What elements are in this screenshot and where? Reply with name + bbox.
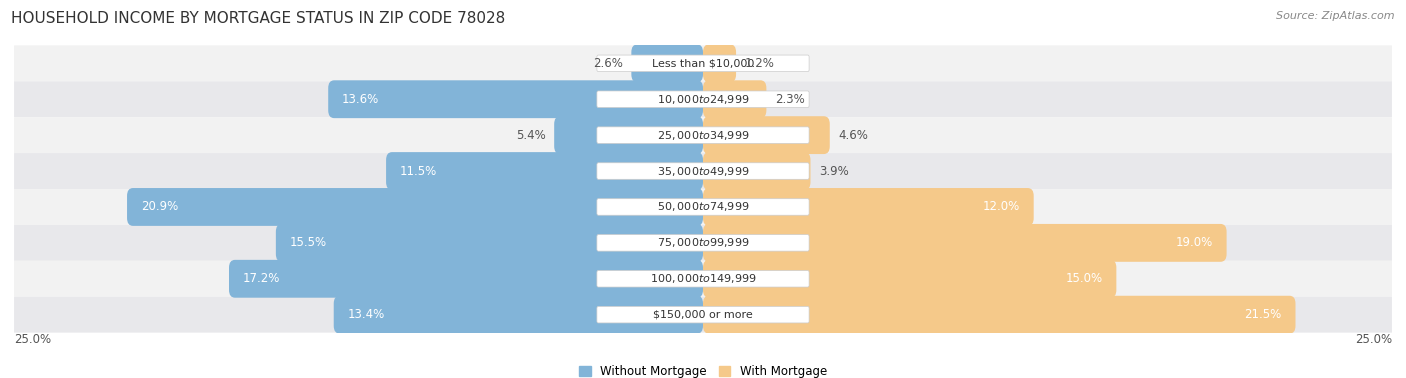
- FancyBboxPatch shape: [703, 152, 810, 190]
- FancyBboxPatch shape: [14, 261, 1392, 297]
- FancyBboxPatch shape: [14, 153, 1392, 189]
- FancyBboxPatch shape: [598, 271, 808, 287]
- FancyBboxPatch shape: [276, 224, 703, 262]
- FancyBboxPatch shape: [598, 235, 808, 251]
- FancyBboxPatch shape: [229, 260, 703, 298]
- Text: 3.9%: 3.9%: [818, 164, 848, 178]
- Text: 21.5%: 21.5%: [1244, 308, 1282, 321]
- Legend: Without Mortgage, With Mortgage: Without Mortgage, With Mortgage: [579, 366, 827, 378]
- Text: Less than $10,000: Less than $10,000: [652, 58, 754, 68]
- FancyBboxPatch shape: [14, 81, 1392, 117]
- Text: 5.4%: 5.4%: [516, 129, 546, 142]
- Text: $50,000 to $74,999: $50,000 to $74,999: [657, 200, 749, 214]
- Text: 13.6%: 13.6%: [342, 93, 380, 106]
- Text: $75,000 to $99,999: $75,000 to $99,999: [657, 236, 749, 249]
- FancyBboxPatch shape: [703, 80, 766, 118]
- Text: 25.0%: 25.0%: [14, 333, 51, 346]
- FancyBboxPatch shape: [703, 260, 1116, 298]
- Text: 2.6%: 2.6%: [593, 57, 623, 70]
- Text: $25,000 to $34,999: $25,000 to $34,999: [657, 129, 749, 142]
- FancyBboxPatch shape: [14, 297, 1392, 333]
- FancyBboxPatch shape: [703, 296, 1295, 334]
- FancyBboxPatch shape: [14, 117, 1392, 153]
- FancyBboxPatch shape: [328, 80, 703, 118]
- FancyBboxPatch shape: [703, 188, 1033, 226]
- Text: 4.6%: 4.6%: [838, 129, 868, 142]
- Text: 17.2%: 17.2%: [243, 272, 280, 285]
- Text: 15.0%: 15.0%: [1066, 272, 1102, 285]
- Text: 20.9%: 20.9%: [141, 200, 179, 214]
- Text: HOUSEHOLD INCOME BY MORTGAGE STATUS IN ZIP CODE 78028: HOUSEHOLD INCOME BY MORTGAGE STATUS IN Z…: [11, 11, 506, 26]
- FancyBboxPatch shape: [631, 44, 703, 82]
- FancyBboxPatch shape: [703, 224, 1226, 262]
- Text: 15.5%: 15.5%: [290, 236, 326, 249]
- Text: $150,000 or more: $150,000 or more: [654, 310, 752, 320]
- FancyBboxPatch shape: [14, 225, 1392, 261]
- Text: 12.0%: 12.0%: [983, 200, 1019, 214]
- Text: 25.0%: 25.0%: [1355, 333, 1392, 346]
- FancyBboxPatch shape: [598, 163, 808, 179]
- FancyBboxPatch shape: [554, 116, 703, 154]
- Text: 1.2%: 1.2%: [744, 57, 775, 70]
- Text: $10,000 to $24,999: $10,000 to $24,999: [657, 93, 749, 106]
- FancyBboxPatch shape: [598, 307, 808, 323]
- FancyBboxPatch shape: [333, 296, 703, 334]
- FancyBboxPatch shape: [387, 152, 703, 190]
- FancyBboxPatch shape: [703, 116, 830, 154]
- FancyBboxPatch shape: [598, 55, 808, 71]
- Text: 2.3%: 2.3%: [775, 93, 804, 106]
- FancyBboxPatch shape: [703, 44, 737, 82]
- FancyBboxPatch shape: [127, 188, 703, 226]
- Text: $35,000 to $49,999: $35,000 to $49,999: [657, 164, 749, 178]
- Text: $100,000 to $149,999: $100,000 to $149,999: [650, 272, 756, 285]
- FancyBboxPatch shape: [598, 199, 808, 215]
- Text: Source: ZipAtlas.com: Source: ZipAtlas.com: [1277, 11, 1395, 21]
- FancyBboxPatch shape: [14, 189, 1392, 225]
- FancyBboxPatch shape: [14, 45, 1392, 81]
- Text: 19.0%: 19.0%: [1175, 236, 1213, 249]
- FancyBboxPatch shape: [598, 127, 808, 143]
- FancyBboxPatch shape: [598, 91, 808, 107]
- Text: 13.4%: 13.4%: [347, 308, 385, 321]
- Text: 11.5%: 11.5%: [399, 164, 437, 178]
